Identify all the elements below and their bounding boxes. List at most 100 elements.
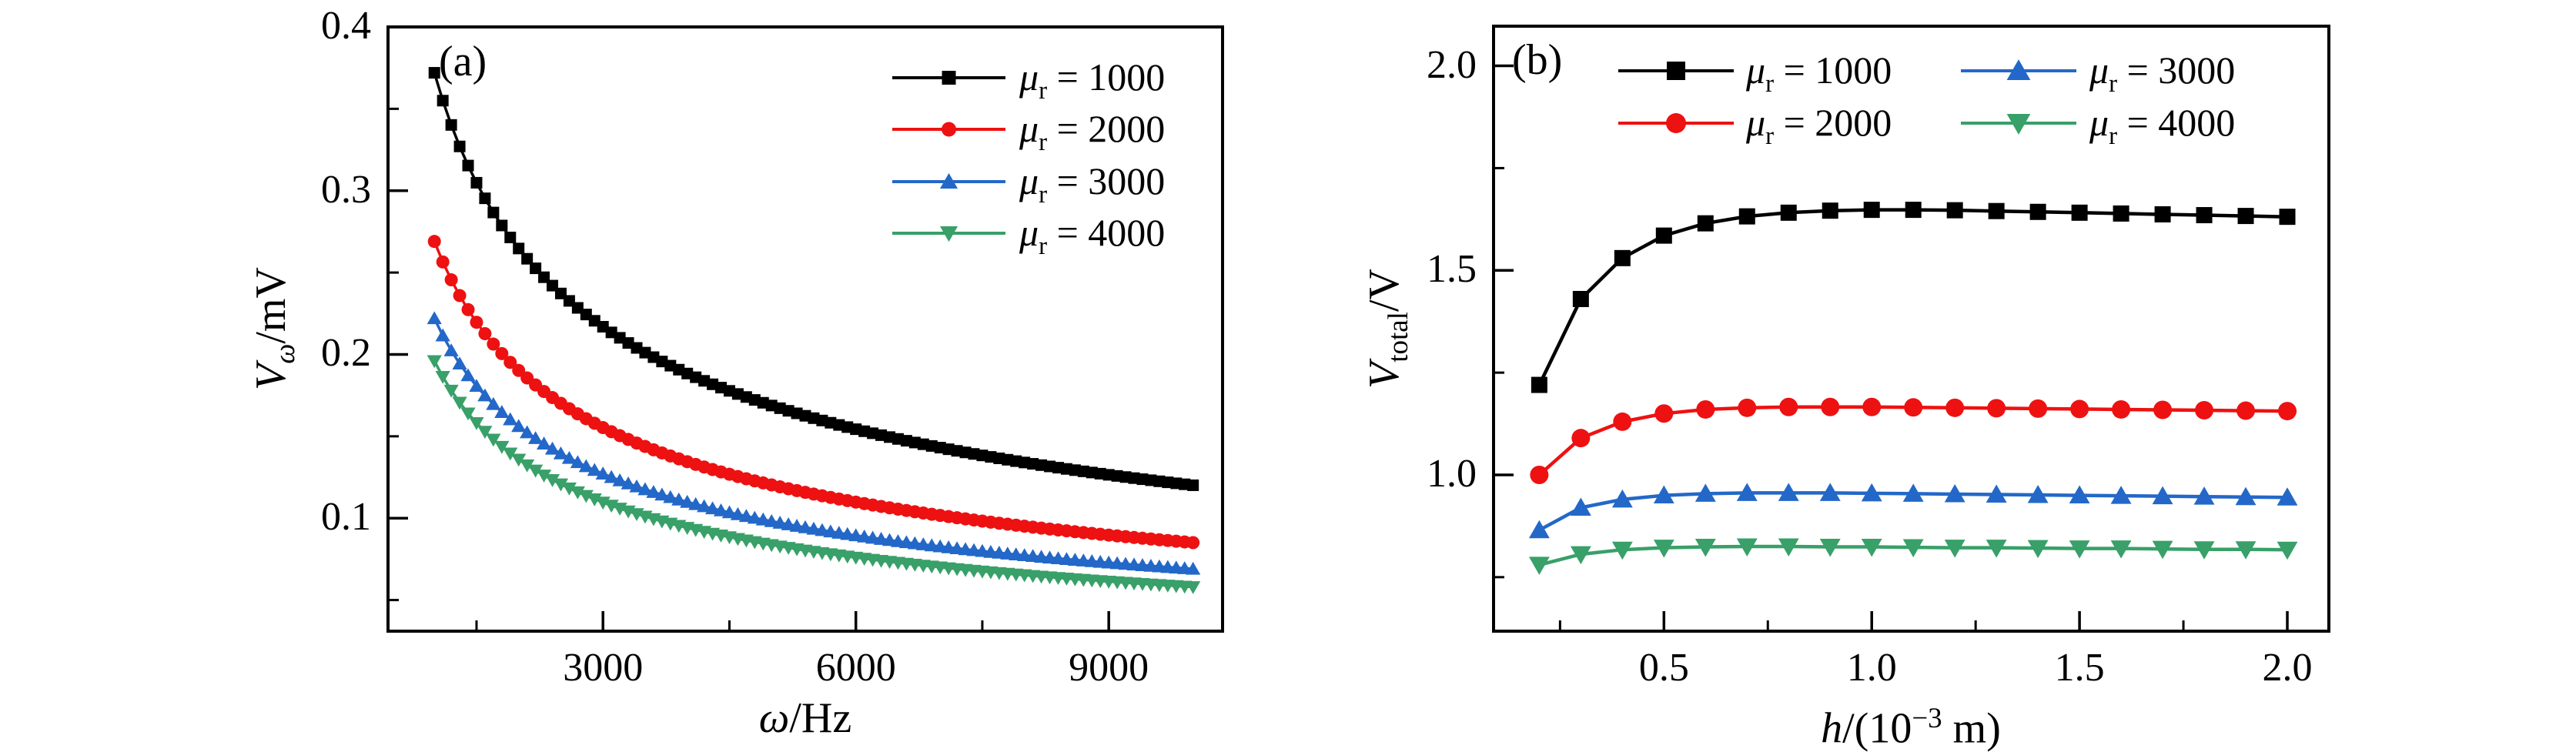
series-3000-b-marker (1944, 483, 1965, 503)
label-part: r (1765, 70, 1775, 98)
series-2000-b-marker (1738, 398, 1757, 417)
series-3000-a-marker (747, 510, 762, 524)
legend-item-1000-b: μr = 1000 (1746, 45, 1892, 109)
series-3000-a-marker (671, 492, 687, 506)
series-4000-b-marker (2277, 541, 2298, 560)
series-1000-b-marker (1780, 204, 1797, 221)
series-1000-b-marker (1946, 202, 1963, 219)
series-3000-b-marker (2069, 485, 2090, 504)
series-3000-a-marker (688, 496, 704, 510)
series-2000-b-marker (2236, 401, 2256, 420)
series-3000-a-marker (781, 517, 796, 530)
series-1000-b-marker (1738, 208, 1755, 225)
series-4000-a-marker (486, 433, 501, 447)
series-3000-b-marker (2235, 486, 2257, 506)
series-3000-a-marker (697, 499, 712, 513)
series-4000-a-marker (1186, 581, 1201, 594)
series-3000-a-marker (528, 431, 544, 444)
series-1000-a-marker (470, 176, 483, 189)
series-3000-b-marker (2152, 486, 2173, 505)
legend-marker-a (939, 226, 958, 242)
series-4000-b-marker (1861, 539, 1882, 557)
panel-a-y-tick-label: 0.3 (321, 167, 371, 212)
x-title-b-exponent: −3 (1912, 702, 1942, 734)
series-3000-b-marker (1694, 483, 1716, 502)
series-1000-b-marker (1614, 249, 1631, 266)
series-3000-a-marker (570, 455, 585, 469)
label-part: r (2109, 122, 2118, 150)
series-1000-a-marker (496, 219, 508, 232)
panel-a-frame (386, 25, 1224, 633)
panel-b-y-tick-label: 2.0 (1427, 42, 1477, 87)
label-part: μ (1019, 107, 1039, 150)
series-3000-a-marker (764, 513, 779, 527)
series-2000-b-marker (2112, 399, 2131, 419)
label-part: μ (1019, 211, 1039, 254)
series-4000-a-marker (503, 447, 518, 461)
series-3000-a-marker (646, 485, 661, 498)
legend-marker-b (2006, 59, 2031, 80)
panel-b-frame (1492, 25, 2330, 633)
series-3000-a-marker (477, 388, 493, 402)
series-2000-a-marker (470, 316, 483, 329)
series-3000-b-marker (2277, 487, 2298, 506)
panel-a-label: (a) (439, 38, 487, 85)
series-3000-a-marker (772, 516, 788, 529)
series-3000-a-marker (435, 328, 450, 342)
label-part: μ (1019, 55, 1039, 99)
series-3000-b-marker (1778, 483, 1799, 501)
series-4000-b-marker (1694, 539, 1716, 557)
series-1000-a-marker (437, 95, 449, 107)
label-part: r (1039, 232, 1048, 260)
series-3000-a-marker (553, 446, 569, 460)
series-4000-a-marker (553, 478, 569, 492)
series-3000-b-marker (1528, 520, 1550, 539)
series-2000-b-marker (2195, 401, 2214, 420)
series-3000-a-marker (544, 441, 560, 455)
series-2000-a-marker (512, 363, 526, 377)
series-1000-b-marker (1863, 202, 1880, 219)
series-3000-a-marker (469, 379, 484, 392)
label-part: = 4000 (1047, 211, 1166, 254)
series-3000-b-marker (2193, 486, 2215, 505)
panel-a-x-axis-title: ω/Hz (574, 687, 1036, 749)
series-3000-a-marker (494, 405, 510, 418)
series-3000-b-marker (1819, 483, 1841, 501)
series-1000-b-marker (2071, 204, 2088, 221)
label-part: μ (1746, 101, 1766, 144)
series-4000-b-marker (1819, 539, 1841, 557)
series-1000-b-marker (1988, 202, 2005, 219)
series-2000-b-line (1537, 405, 2288, 476)
y-title-b-subscript: total (1382, 312, 1414, 363)
y-title-b-symbol: V (1360, 362, 1408, 389)
series-3000-a-marker (680, 494, 695, 508)
series-2000-a-marker (495, 346, 509, 360)
panel-b-label: (b) (1512, 36, 1563, 84)
series-3000-a-marker (721, 505, 738, 519)
series-2000-b-marker (2070, 399, 2089, 419)
series-1000-b-marker (2237, 208, 2254, 225)
series-1000-a-marker (462, 159, 474, 172)
label-part: μ (2089, 101, 2109, 144)
series-3000-a-marker (789, 519, 805, 532)
series-3000-a-marker (452, 356, 467, 370)
series-3000-a-marker (460, 368, 476, 382)
series-3000-b-marker (2110, 486, 2132, 504)
label-part: = 4000 (2117, 101, 2236, 144)
legend-marker-a (942, 122, 956, 137)
series-4000-a-marker (452, 396, 467, 410)
series-4000-a-marker (443, 384, 459, 398)
panel-b-x-tick-label: 1.5 (2054, 646, 2105, 690)
series-2000-a-marker (436, 255, 450, 269)
series-3000-a-marker (798, 520, 813, 533)
panel-a-x-tick-label: 3000 (563, 646, 644, 690)
series-2000-b-marker (1613, 412, 1632, 431)
series-4000-a-marker (528, 464, 544, 478)
label-part: = 2000 (1774, 101, 1892, 144)
series-4000-b-marker (1653, 540, 1674, 558)
series-2000-b-marker (1654, 404, 1674, 423)
series-4000-a-marker (469, 416, 484, 430)
series-2000-a-marker (444, 273, 458, 287)
series-3000-b-marker (2027, 485, 2049, 503)
series-1000-b-marker (1905, 202, 1922, 219)
